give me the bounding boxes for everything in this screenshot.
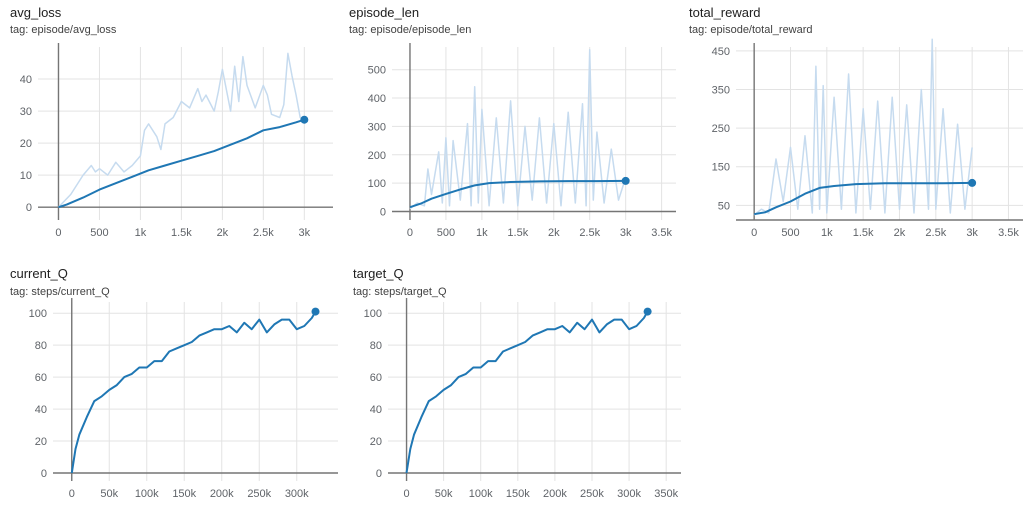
x-tick-label: 2.5k xyxy=(579,227,600,239)
x-tick-label: 300k xyxy=(285,488,309,500)
y-tick-label: 20 xyxy=(35,436,47,448)
x-tick-label: 3.5k xyxy=(651,227,672,239)
y-tick-label: 0 xyxy=(380,206,386,218)
y-tick-label: 250 xyxy=(712,123,730,135)
y-tick-label: 100 xyxy=(29,308,47,320)
last-point-marker xyxy=(300,115,309,124)
x-tick-label: 300k xyxy=(617,488,641,500)
target-q-plot: 0 50k 100k 150k 200k 250k 300k 350k 0 20 40 60 80 100 xyxy=(364,298,681,500)
x-tick-label: 0 xyxy=(403,488,409,500)
x-tick-label: 2k xyxy=(894,227,906,239)
y-tick-label: 40 xyxy=(370,404,382,416)
x-tick-label: 150k xyxy=(172,488,196,500)
chart-title: target_Q xyxy=(353,266,404,281)
x-tick-label: 200k xyxy=(543,488,567,500)
smoothed-series-line xyxy=(70,311,317,474)
y-tick-label: 300 xyxy=(368,121,386,133)
y-tick-label: 150 xyxy=(712,162,730,174)
chart-tag: tag: episode/total_reward xyxy=(689,24,813,36)
smoothed-series-line xyxy=(409,179,626,209)
y-tick-label: 10 xyxy=(20,170,32,182)
chart-tag: tag: steps/target_Q xyxy=(353,286,447,298)
x-tick-label: 100k xyxy=(469,488,493,500)
smoothed-series-line xyxy=(405,311,649,474)
x-tick-label: 50k xyxy=(435,488,453,500)
y-tick-label: 50 xyxy=(718,200,730,212)
x-tick-label: 200k xyxy=(210,488,234,500)
last-point-marker xyxy=(621,176,630,185)
chart-title: total_reward xyxy=(689,5,761,20)
x-tick-label: 1k xyxy=(135,227,147,239)
last-point-marker xyxy=(643,307,652,316)
y-tick-label: 40 xyxy=(35,404,47,416)
y-tick-label: 450 xyxy=(712,46,730,58)
x-tick-label: 3k xyxy=(620,227,632,239)
x-tick-label: 350k xyxy=(654,488,678,500)
chart-title: episode_len xyxy=(349,5,420,20)
y-tick-label: 0 xyxy=(376,468,382,480)
x-tick-label: 1k xyxy=(821,227,833,239)
y-tick-label: 400 xyxy=(368,93,386,105)
y-tick-label: 80 xyxy=(35,340,47,352)
x-tick-label: 1.5k xyxy=(853,227,874,239)
x-tick-label: 150k xyxy=(506,488,530,500)
raw-series-line xyxy=(57,52,305,208)
x-tick-label: 1.5k xyxy=(507,227,528,239)
x-tick-label: 500 xyxy=(781,227,799,239)
raw-series-line xyxy=(753,38,973,216)
total-reward-plot: 0 500 1k 1.5k 2k 2.5k 3k 3.5k 50 150 250 350 450 xyxy=(712,38,1023,239)
y-tick-label: 500 xyxy=(368,65,386,77)
last-point-marker xyxy=(311,307,320,316)
y-tick-label: 60 xyxy=(35,372,47,384)
x-tick-label: 50k xyxy=(100,488,118,500)
x-tick-label: 2k xyxy=(217,227,229,239)
y-tick-label: 200 xyxy=(368,150,386,162)
x-tick-label: 1.5k xyxy=(171,227,192,239)
y-tick-label: 0 xyxy=(41,468,47,480)
avg-loss-plot: 0 500 1k 1.5k 2k 2.5k 3k 0 10 20 30 40 xyxy=(20,43,333,239)
y-tick-label: 20 xyxy=(370,436,382,448)
y-tick-label: 20 xyxy=(20,138,32,150)
x-tick-label: 0 xyxy=(55,227,61,239)
y-tick-label: 80 xyxy=(370,340,382,352)
episode-len-plot: 0 500 1k 1.5k 2k 2.5k 3k 3.5k 0 100 200 300 400 500 xyxy=(368,43,676,239)
y-tick-label: 100 xyxy=(368,178,386,190)
smoothed-series-line xyxy=(754,181,973,216)
x-tick-label: 2.5k xyxy=(925,227,946,239)
x-tick-label: 0 xyxy=(407,227,413,239)
x-tick-label: 250k xyxy=(247,488,271,500)
y-tick-label: 350 xyxy=(712,84,730,96)
x-tick-label: 250k xyxy=(580,488,604,500)
y-tick-label: 60 xyxy=(370,372,382,384)
x-tick-label: 3k xyxy=(966,227,978,239)
raw-series-line xyxy=(409,49,627,210)
x-tick-label: 0 xyxy=(751,227,757,239)
y-tick-label: 40 xyxy=(20,74,32,86)
x-tick-label: 2.5k xyxy=(253,227,274,239)
chart-tag: tag: episode/episode_len xyxy=(349,24,472,36)
x-tick-label: 2k xyxy=(548,227,560,239)
last-point-marker xyxy=(968,178,977,187)
x-tick-label: 500 xyxy=(90,227,108,239)
y-tick-label: 100 xyxy=(364,308,382,320)
chart-tag: tag: steps/current_Q xyxy=(10,286,110,298)
chart-title: current_Q xyxy=(10,266,68,281)
chart-tag: tag: episode/avg_loss xyxy=(10,24,117,36)
x-tick-label: 0 xyxy=(69,488,75,500)
y-tick-label: 0 xyxy=(26,202,32,214)
y-tick-label: 30 xyxy=(20,106,32,118)
x-tick-label: 100k xyxy=(135,488,159,500)
smoothed-series-line xyxy=(58,118,305,209)
x-tick-label: 3k xyxy=(299,227,311,239)
x-tick-label: 500 xyxy=(437,227,455,239)
current-q-plot: 0 50k 100k 150k 200k 250k 300k 0 20 40 60 80 100 xyxy=(29,298,338,500)
x-tick-label: 1k xyxy=(476,227,488,239)
chart-title: avg_loss xyxy=(10,5,62,20)
x-tick-label: 3.5k xyxy=(998,227,1019,239)
